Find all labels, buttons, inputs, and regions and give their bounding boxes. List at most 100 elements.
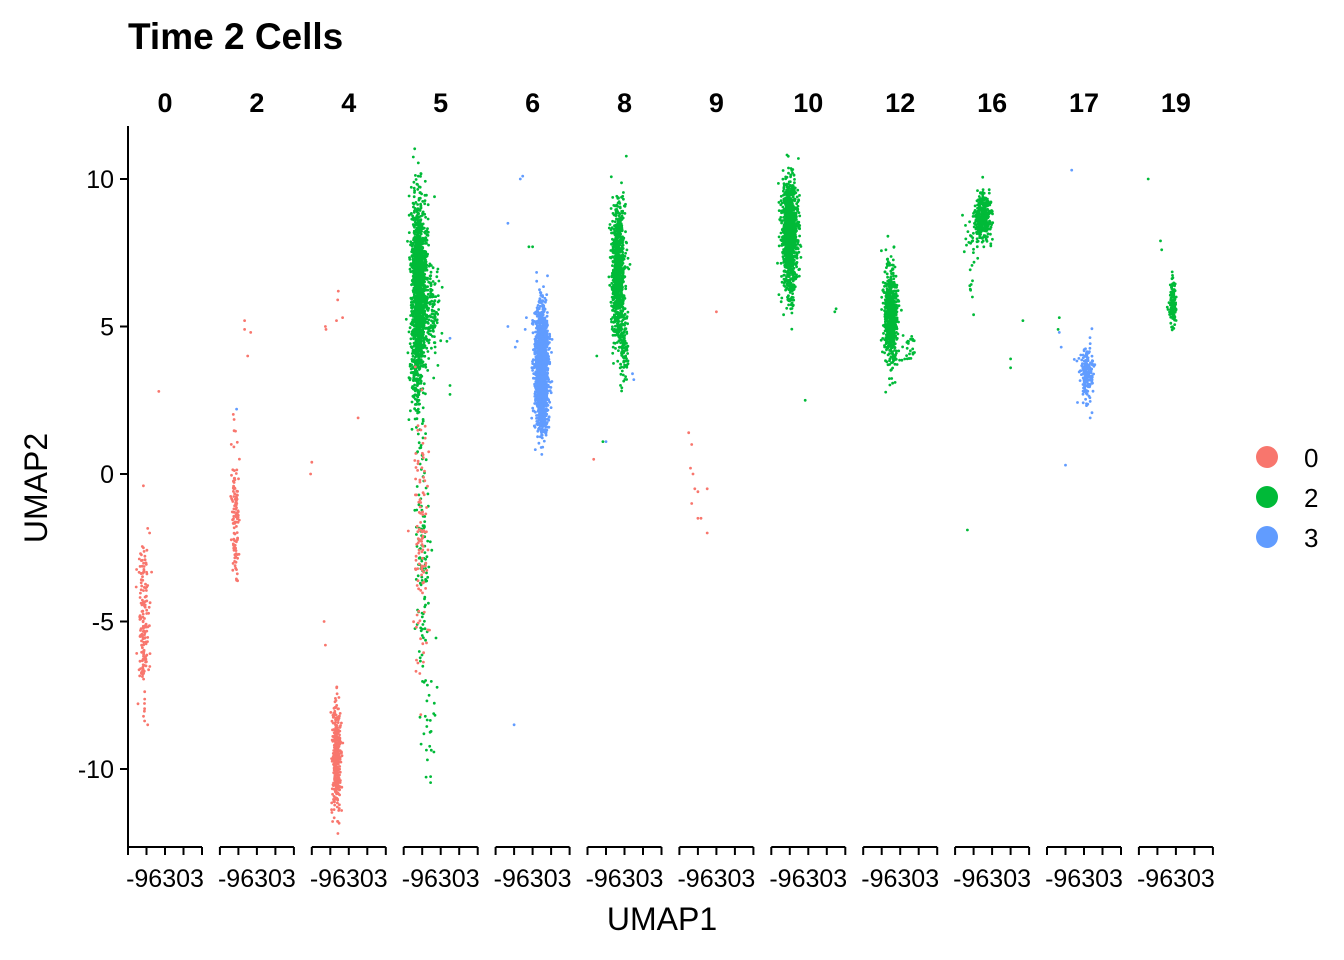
data-point bbox=[142, 677, 146, 681]
data-point bbox=[429, 781, 432, 784]
data-point bbox=[423, 595, 427, 599]
data-point bbox=[143, 658, 147, 662]
data-point bbox=[415, 417, 419, 421]
data-point bbox=[544, 411, 547, 415]
data-point bbox=[421, 336, 425, 340]
data-point bbox=[231, 468, 235, 472]
data-point bbox=[433, 351, 437, 355]
data-point bbox=[409, 367, 413, 371]
data-point bbox=[410, 217, 414, 221]
data-point bbox=[338, 733, 341, 737]
data-point bbox=[139, 591, 142, 595]
data-point bbox=[424, 276, 427, 280]
data-point bbox=[236, 509, 240, 513]
facet-label-4: 4 bbox=[341, 88, 356, 118]
data-point bbox=[412, 379, 415, 382]
data-point bbox=[423, 436, 427, 440]
data-point bbox=[415, 485, 419, 488]
data-point bbox=[415, 278, 419, 281]
data-point bbox=[537, 441, 541, 445]
data-point bbox=[332, 728, 336, 731]
data-point bbox=[533, 448, 537, 451]
data-point bbox=[624, 284, 628, 288]
data-point bbox=[427, 601, 430, 605]
data-point bbox=[416, 203, 419, 206]
data-point bbox=[335, 727, 339, 730]
data-point bbox=[409, 243, 412, 247]
data-point bbox=[416, 174, 420, 178]
data-point bbox=[336, 737, 340, 740]
data-point bbox=[424, 679, 427, 682]
data-point bbox=[420, 279, 424, 283]
data-point bbox=[416, 161, 420, 165]
data-point bbox=[142, 650, 146, 653]
data-point bbox=[144, 561, 148, 565]
data-point bbox=[420, 564, 424, 568]
data-point bbox=[141, 620, 145, 624]
data-point bbox=[416, 428, 420, 432]
data-point bbox=[335, 724, 339, 727]
data-point bbox=[423, 338, 427, 341]
data-point bbox=[428, 719, 432, 722]
data-point bbox=[421, 200, 425, 203]
data-point bbox=[234, 507, 238, 511]
data-point bbox=[324, 643, 327, 647]
data-point bbox=[540, 333, 543, 336]
data-point bbox=[433, 324, 437, 328]
data-point bbox=[537, 407, 541, 411]
data-point bbox=[421, 491, 425, 495]
data-point bbox=[547, 418, 551, 422]
data-point bbox=[419, 340, 423, 344]
data-point bbox=[140, 584, 144, 588]
data-point bbox=[426, 539, 430, 543]
data-point bbox=[421, 623, 425, 626]
data-point bbox=[535, 360, 539, 363]
data-point bbox=[235, 525, 238, 528]
data-point bbox=[545, 314, 549, 318]
data-point bbox=[416, 432, 420, 436]
data-point bbox=[542, 305, 546, 309]
data-point bbox=[146, 723, 150, 727]
data-point bbox=[406, 529, 410, 533]
data-point bbox=[229, 538, 233, 542]
data-point bbox=[530, 416, 534, 420]
data-point bbox=[408, 378, 412, 382]
data-point bbox=[542, 364, 546, 367]
data-point bbox=[537, 300, 541, 304]
data-point bbox=[542, 384, 546, 388]
data-point bbox=[336, 747, 340, 751]
data-points bbox=[134, 147, 1178, 835]
data-point bbox=[422, 324, 426, 328]
data-point bbox=[417, 609, 421, 613]
data-point bbox=[535, 367, 539, 371]
data-point bbox=[424, 363, 427, 366]
data-point bbox=[141, 627, 145, 630]
data-point bbox=[429, 329, 432, 333]
data-point bbox=[235, 531, 239, 534]
data-point bbox=[333, 803, 337, 807]
data-point bbox=[515, 339, 519, 343]
data-point bbox=[338, 788, 341, 792]
data-point bbox=[335, 781, 339, 785]
data-point bbox=[425, 725, 429, 728]
data-point bbox=[429, 775, 432, 778]
data-point bbox=[140, 564, 144, 568]
data-point bbox=[428, 744, 432, 748]
data-point bbox=[418, 209, 422, 212]
data-point bbox=[549, 391, 553, 395]
data-point bbox=[408, 256, 411, 259]
data-point bbox=[549, 386, 553, 389]
data-point bbox=[439, 339, 443, 343]
data-point bbox=[337, 821, 341, 825]
data-point bbox=[423, 469, 426, 473]
data-point bbox=[531, 358, 535, 361]
data-point bbox=[431, 293, 435, 296]
data-point bbox=[338, 714, 341, 718]
data-point bbox=[546, 274, 549, 278]
data-point bbox=[329, 711, 333, 714]
data-point bbox=[145, 612, 149, 615]
data-point bbox=[422, 382, 426, 386]
data-point bbox=[448, 384, 452, 387]
data-point bbox=[534, 390, 537, 394]
data-point bbox=[340, 754, 344, 758]
